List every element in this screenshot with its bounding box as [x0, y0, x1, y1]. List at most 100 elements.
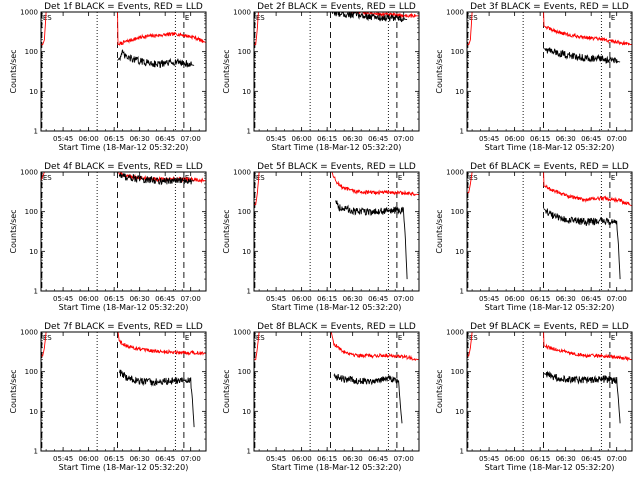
x-tick-label: 06:30	[130, 455, 150, 463]
x-tick-label: 07:00	[394, 135, 414, 143]
y-tick-label: 1000	[20, 329, 38, 337]
x-tick-label: 06:00	[505, 455, 525, 463]
lld-series-line	[254, 172, 419, 206]
y-axis-label: Counts/sec	[9, 369, 18, 413]
marker-label: E	[185, 334, 189, 342]
x-tick-label: 07:00	[181, 135, 201, 143]
y-tick-label: 1000	[446, 169, 464, 177]
y-tick-label: 1000	[233, 9, 251, 17]
marker-label: ES	[43, 174, 52, 182]
x-tick-label: 07:00	[394, 295, 414, 303]
x-tick-label: 06:30	[556, 135, 576, 143]
x-tick-label: 06:15	[104, 135, 124, 143]
y-tick-label: 1	[34, 288, 38, 296]
x-tick-label: 06:45	[155, 135, 175, 143]
panel-title: Det 4f BLACK = Events, RED = LLD	[44, 162, 203, 172]
marker-label: E	[611, 14, 615, 22]
y-tick-label: 100	[25, 368, 38, 376]
x-tick-label: 06:30	[343, 135, 363, 143]
y-tick-label: 100	[25, 48, 38, 56]
y-axis-label: Counts/sec	[222, 209, 231, 253]
x-tick-label: 06:45	[368, 295, 388, 303]
panel-2: Det 2f BLACK = Events, RED = LLD 1 10 100 10…	[222, 2, 420, 152]
y-tick-label: 1	[247, 128, 251, 136]
x-tick-label: 05:45	[266, 295, 286, 303]
events-series-line	[543, 47, 621, 64]
plot-frame	[40, 171, 207, 292]
y-tick-label: 10	[455, 248, 464, 256]
y-tick-label: 1000	[446, 9, 464, 17]
marker-label: E	[398, 174, 402, 182]
y-tick-label: 100	[451, 208, 464, 216]
y-tick-label: 100	[238, 208, 251, 216]
y-tick-label: 100	[451, 48, 464, 56]
events-series-line	[333, 372, 403, 424]
marker-label: E	[611, 334, 615, 342]
y-tick-label: 1	[247, 288, 251, 296]
y-axis-label: Counts/sec	[435, 209, 444, 253]
x-tick-label: 05:45	[479, 455, 499, 463]
panel-title: Det 9f BLACK = Events, RED = LLD	[470, 322, 629, 332]
marker-label: ES	[256, 14, 265, 22]
x-tick-label: 07:00	[607, 455, 627, 463]
x-tick-label: 06:30	[130, 135, 150, 143]
x-tick-label: 05:45	[479, 135, 499, 143]
y-tick-label: 10	[242, 88, 251, 96]
x-tick-label: 06:15	[530, 455, 550, 463]
plot-frame	[40, 11, 207, 132]
y-axis-label: Counts/sec	[9, 209, 18, 253]
x-tick-label: 06:45	[155, 295, 175, 303]
y-tick-label: 100	[238, 48, 251, 56]
x-tick-label: 06:00	[292, 295, 312, 303]
panel-title: Det 8f BLACK = Events, RED = LLD	[257, 322, 416, 332]
lld-series-line	[467, 332, 632, 362]
x-tick-label: 06:15	[317, 455, 337, 463]
panel-title: Det 1f BLACK = Events, RED = LLD	[44, 2, 203, 12]
plot-frame	[466, 11, 633, 132]
panel-9: Det 9f BLACK = Events, RED = LLD 1 10 100 10…	[435, 322, 633, 472]
y-tick-label: 10	[29, 408, 38, 416]
x-tick-label: 05:45	[266, 455, 286, 463]
panel-title: Det 3f BLACK = Events, RED = LLD	[470, 2, 629, 12]
x-tick-label: 06:45	[155, 455, 175, 463]
x-tick-label: 06:00	[505, 135, 525, 143]
panel-5: Det 5f BLACK = Events, RED = LLD 1 10 100 10…	[222, 162, 420, 312]
panel-7: Det 7f BLACK = Events, RED = LLD 1 10 100 10…	[9, 322, 207, 472]
y-tick-label: 10	[242, 408, 251, 416]
x-axis-label: Start Time (18-Mar-12 05:32:20)	[485, 463, 615, 472]
y-tick-label: 10	[455, 408, 464, 416]
events-series-line	[118, 173, 195, 186]
plot-frame	[253, 171, 420, 292]
y-tick-label: 100	[238, 368, 251, 376]
x-tick-label: 05:45	[53, 455, 73, 463]
events-series-line	[335, 200, 408, 280]
y-tick-label: 100	[451, 368, 464, 376]
panel-title: Det 2f BLACK = Events, RED = LLD	[257, 2, 416, 12]
x-tick-label: 06:30	[130, 295, 150, 303]
x-tick-label: 06:15	[317, 295, 337, 303]
x-tick-label: 06:00	[292, 135, 312, 143]
events-series-line	[543, 208, 621, 280]
x-tick-label: 06:00	[79, 295, 99, 303]
x-tick-label: 06:30	[556, 295, 576, 303]
lld-series-line	[254, 332, 419, 361]
x-tick-label: 06:15	[530, 295, 550, 303]
y-tick-label: 10	[455, 88, 464, 96]
lld-series-line	[467, 172, 632, 207]
y-tick-label: 1	[247, 448, 251, 456]
y-tick-label: 1000	[233, 329, 251, 337]
y-tick-label: 1000	[20, 169, 38, 177]
x-tick-label: 06:30	[343, 455, 363, 463]
x-tick-label: 05:45	[53, 135, 73, 143]
y-axis-label: Counts/sec	[9, 49, 18, 93]
x-tick-label: 06:45	[581, 295, 601, 303]
y-tick-label: 1	[34, 128, 38, 136]
y-tick-label: 1	[34, 448, 38, 456]
marker-label: ES	[469, 334, 478, 342]
y-tick-label: 100	[25, 208, 38, 216]
x-axis-label: Start Time (18-Mar-12 05:32:20)	[272, 303, 402, 312]
x-tick-label: 06:00	[79, 135, 99, 143]
x-tick-label: 07:00	[607, 135, 627, 143]
y-tick-label: 10	[242, 248, 251, 256]
